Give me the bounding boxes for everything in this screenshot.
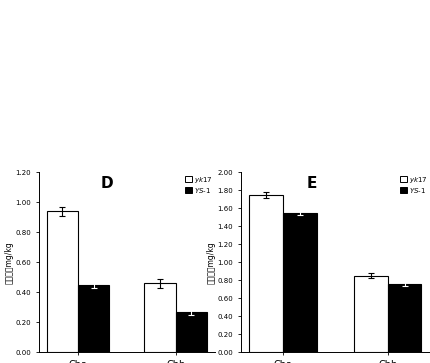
Bar <box>283 213 316 352</box>
Text: B: B <box>243 13 252 26</box>
Y-axis label: 叶续素含mg/kg: 叶续素含mg/kg <box>207 241 216 284</box>
Bar <box>144 283 176 352</box>
Bar <box>78 285 109 352</box>
Bar <box>388 284 421 352</box>
Y-axis label: 叶绿素含mg/kg: 叶绿素含mg/kg <box>5 241 14 284</box>
Text: E: E <box>307 176 317 191</box>
Text: C: C <box>340 13 350 26</box>
Legend: $yk17$, $YS$-$1$: $yk17$, $YS$-$1$ <box>399 174 429 195</box>
Bar <box>176 312 207 352</box>
Legend: $yk17$, $YS$-$1$: $yk17$, $YS$-$1$ <box>184 174 214 195</box>
Bar <box>354 276 388 352</box>
Bar <box>249 195 283 352</box>
Bar <box>47 211 78 352</box>
Text: A: A <box>5 147 14 160</box>
Text: D: D <box>101 176 113 191</box>
